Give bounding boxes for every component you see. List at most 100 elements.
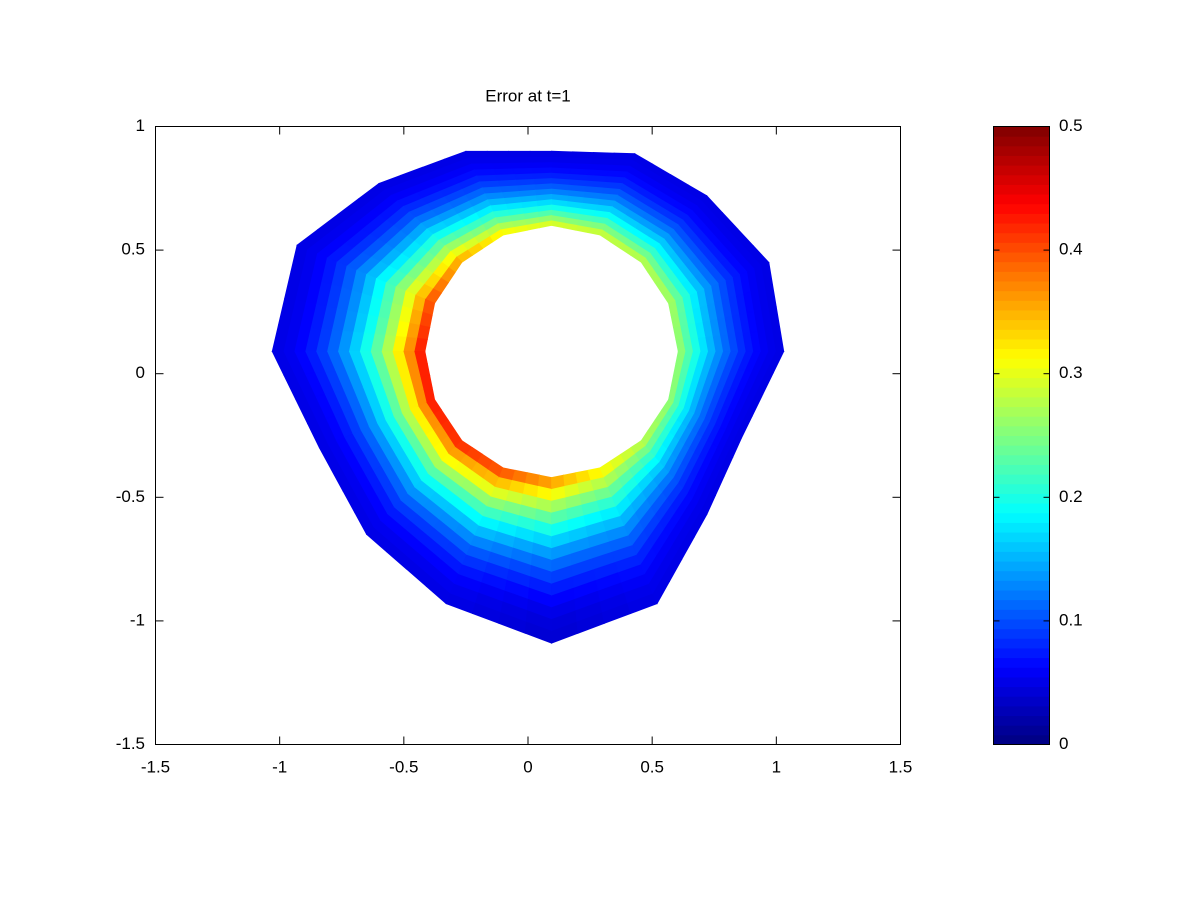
colorbar-band (993, 290, 1050, 301)
colorbar-band (993, 213, 1050, 224)
colorbar-band (993, 252, 1050, 263)
colorbar-band (993, 522, 1050, 533)
y-tick-label: 0.5 (121, 240, 145, 259)
field-cell (765, 351, 785, 374)
colorbar-band (993, 590, 1050, 601)
colorbar-band (993, 503, 1050, 514)
y-tick-label: -1 (130, 610, 145, 629)
x-tick-label: 0 (523, 757, 532, 776)
colorbar-band (993, 532, 1050, 543)
field-cell (486, 150, 511, 158)
colorbar-band (993, 454, 1050, 465)
field (271, 150, 785, 644)
colorbar-band (993, 464, 1050, 475)
colorbar-band (993, 725, 1050, 736)
colorbar-band (993, 232, 1050, 243)
colorbar-band (993, 609, 1050, 620)
colorbar-band (993, 512, 1050, 523)
plot-frame (155, 126, 901, 745)
colorbar-band (993, 184, 1050, 195)
colorbar-band (993, 734, 1050, 745)
colorbar-band (993, 435, 1050, 446)
field-cell (467, 156, 492, 164)
colorbar-band (993, 599, 1050, 610)
field-cell (591, 152, 615, 160)
x-tick-label: 1.5 (889, 757, 913, 776)
colorbar-band (993, 261, 1050, 272)
x-tick-label: 0.5 (640, 757, 664, 776)
y-tick-label: 1 (136, 116, 145, 135)
colorbar-tick-label: 0.2 (1059, 487, 1083, 506)
colorbar-band (993, 396, 1050, 408)
colorbar-band (993, 474, 1050, 485)
field-cell (488, 156, 512, 164)
colorbar-band (993, 416, 1050, 427)
colorbar-band (993, 425, 1050, 436)
colorbar-band (993, 647, 1050, 659)
colorbar-band (993, 628, 1050, 639)
colorbar-band (993, 696, 1050, 707)
colorbar-band (993, 618, 1050, 630)
colorbar-tick-label: 0.1 (1059, 610, 1083, 629)
colorbar-band (993, 194, 1050, 205)
colorbar-band (993, 445, 1050, 456)
colorbar-frame (993, 126, 1050, 745)
colorbar-band (993, 174, 1050, 185)
field-cell (510, 161, 533, 169)
chart-title: Error at t=1 (485, 86, 571, 105)
y-tick-label: 0 (136, 363, 145, 382)
colorbar-band (993, 329, 1050, 340)
colorbar-tick-label: 0.3 (1059, 363, 1083, 382)
colorbar-band (993, 281, 1050, 292)
x-tick-label: -1.5 (141, 757, 170, 776)
field-cell (531, 166, 552, 174)
x-tick-label: -1 (272, 757, 287, 776)
colorbar-band (993, 377, 1050, 388)
colorbar-band (993, 126, 1050, 137)
colorbar-band (993, 657, 1050, 668)
colorbar-band (993, 483, 1050, 494)
field-cell (509, 156, 532, 163)
colorbar-band (993, 561, 1050, 572)
field-cell (551, 150, 573, 158)
colorbar-band (993, 686, 1050, 697)
field-cell (465, 150, 490, 158)
y-tick-label: -1.5 (116, 734, 145, 753)
colorbar-band (993, 406, 1050, 417)
field-cell (490, 162, 514, 170)
colorbar-band (993, 358, 1050, 369)
field-cell (475, 174, 498, 182)
colorbar-band (993, 705, 1050, 717)
field-cell (473, 168, 496, 176)
colorbar-band (993, 667, 1050, 678)
field-cell (492, 167, 515, 175)
colorbar-band (993, 165, 1050, 176)
x-tick-label: -0.5 (389, 757, 418, 776)
colorbar-band (993, 136, 1050, 147)
colorbar-tick-label: 0 (1059, 734, 1068, 753)
colorbar-tick-label: 0.5 (1059, 116, 1083, 135)
colorbar-band (993, 570, 1050, 581)
colorbar-band (993, 338, 1050, 350)
field-cell (530, 156, 552, 163)
field-cell (470, 162, 494, 170)
colorbar-band (993, 145, 1050, 156)
colorbar-band (993, 309, 1050, 321)
colorbar-band (993, 155, 1050, 166)
colorbar-band (993, 715, 1050, 726)
colorbar-band (993, 300, 1050, 311)
colorbar-tick-label: 0.4 (1059, 240, 1083, 259)
field-cell (512, 167, 534, 175)
colorbar-band (993, 367, 1050, 379)
colorbar-band (993, 271, 1050, 282)
colorbar-band (993, 551, 1050, 562)
colorbar-band (993, 387, 1050, 398)
colorbar-band (993, 676, 1050, 688)
x-tick-label: 1 (772, 757, 781, 776)
inner-boundary (425, 225, 678, 477)
colorbar-band (993, 580, 1050, 591)
colorbar-band (993, 223, 1050, 234)
colorbar-band (993, 242, 1050, 253)
colorbar-band (993, 541, 1050, 552)
